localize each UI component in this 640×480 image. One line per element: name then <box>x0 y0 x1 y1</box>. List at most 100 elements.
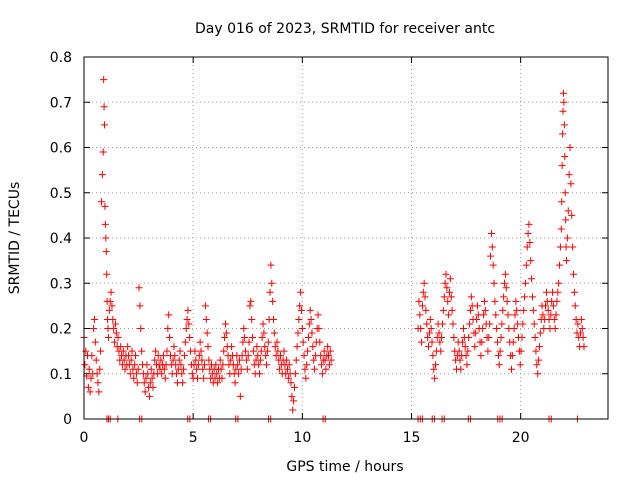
data-point <box>520 306 528 314</box>
data-point <box>455 347 463 355</box>
data-point <box>467 293 475 301</box>
x-tick-label: 15 <box>403 430 421 446</box>
data-point <box>255 361 263 369</box>
data-point <box>497 334 505 342</box>
data-point <box>100 76 108 84</box>
data-point <box>299 338 307 346</box>
y-tick-label: 0.6 <box>50 141 72 157</box>
data-point <box>159 352 167 360</box>
data-point <box>147 365 155 373</box>
data-point <box>578 325 586 332</box>
x-axis-label: GPS time / hours <box>286 459 403 475</box>
data-point <box>321 356 329 364</box>
data-point <box>307 315 315 323</box>
data-point <box>430 365 438 373</box>
data-point <box>148 374 156 382</box>
data-point <box>268 279 276 287</box>
data-point <box>245 338 253 346</box>
data-point <box>534 370 542 378</box>
data-point <box>306 306 314 314</box>
data-point <box>261 343 269 351</box>
data-point <box>263 361 271 369</box>
data-point <box>228 343 236 351</box>
data-point <box>443 284 451 292</box>
data-point <box>94 379 102 387</box>
grid-lines <box>84 57 608 419</box>
data-point <box>431 374 439 382</box>
data-point <box>111 320 119 328</box>
data-point <box>290 383 298 391</box>
y-tick-label: 0.7 <box>50 95 72 111</box>
data-point <box>558 162 566 170</box>
data-point <box>110 325 118 332</box>
chart-title: Day 016 of 2023, SRMTID for receiver ant… <box>195 21 495 37</box>
data-point <box>140 379 148 387</box>
data-point <box>309 343 317 351</box>
data-point <box>260 329 268 337</box>
data-point <box>566 144 574 151</box>
y-tick-label: 0.8 <box>50 50 72 66</box>
data-point <box>184 306 192 314</box>
data-point <box>486 320 494 328</box>
data-point <box>133 379 141 387</box>
data-point <box>164 325 172 332</box>
data-point <box>105 306 113 314</box>
data-point <box>185 320 193 328</box>
data-point <box>157 356 165 364</box>
data-point <box>504 311 512 319</box>
data-point <box>570 288 578 296</box>
data-point <box>508 352 516 360</box>
data-point <box>302 374 310 382</box>
data-point <box>311 365 319 373</box>
data-point <box>264 338 272 346</box>
data-point <box>87 374 95 382</box>
data-point <box>294 329 302 337</box>
data-point <box>217 365 225 373</box>
data-point <box>254 352 262 360</box>
data-point <box>562 243 570 251</box>
data-point <box>273 338 281 346</box>
data-point <box>521 279 529 287</box>
data-point <box>540 325 548 332</box>
data-point <box>535 343 543 351</box>
data-point <box>274 347 282 355</box>
data-point <box>501 279 509 287</box>
data-point <box>285 361 293 369</box>
data-point <box>577 315 585 323</box>
data-point <box>291 370 299 378</box>
data-point <box>132 352 140 360</box>
data-point <box>325 361 333 369</box>
data-point <box>135 284 143 292</box>
data-point <box>111 338 119 346</box>
data-point <box>417 325 425 332</box>
data-point <box>104 334 112 342</box>
data-point <box>296 302 304 310</box>
data-point <box>561 189 569 197</box>
y-tick-label: 0.4 <box>50 231 72 247</box>
data-point <box>526 239 534 247</box>
data-point <box>257 347 265 355</box>
data-point <box>489 261 497 269</box>
data-point <box>197 347 205 355</box>
data-point <box>284 374 292 382</box>
data-point <box>186 334 194 342</box>
data-point <box>151 356 159 364</box>
data-point <box>130 374 138 382</box>
data-point <box>500 293 508 301</box>
data-point <box>324 343 332 351</box>
data-point <box>166 334 174 342</box>
data-point <box>528 275 536 283</box>
data-point <box>126 370 134 378</box>
data-point <box>314 311 322 319</box>
data-point <box>576 329 584 337</box>
data-point <box>102 234 110 242</box>
data-point <box>82 347 90 355</box>
data-point <box>510 325 518 332</box>
data-point <box>125 352 133 360</box>
data-point <box>304 347 312 355</box>
data-point <box>439 320 447 328</box>
data-point <box>213 370 221 378</box>
data-point <box>96 365 104 373</box>
data-point <box>202 315 210 323</box>
data-point <box>196 338 204 346</box>
